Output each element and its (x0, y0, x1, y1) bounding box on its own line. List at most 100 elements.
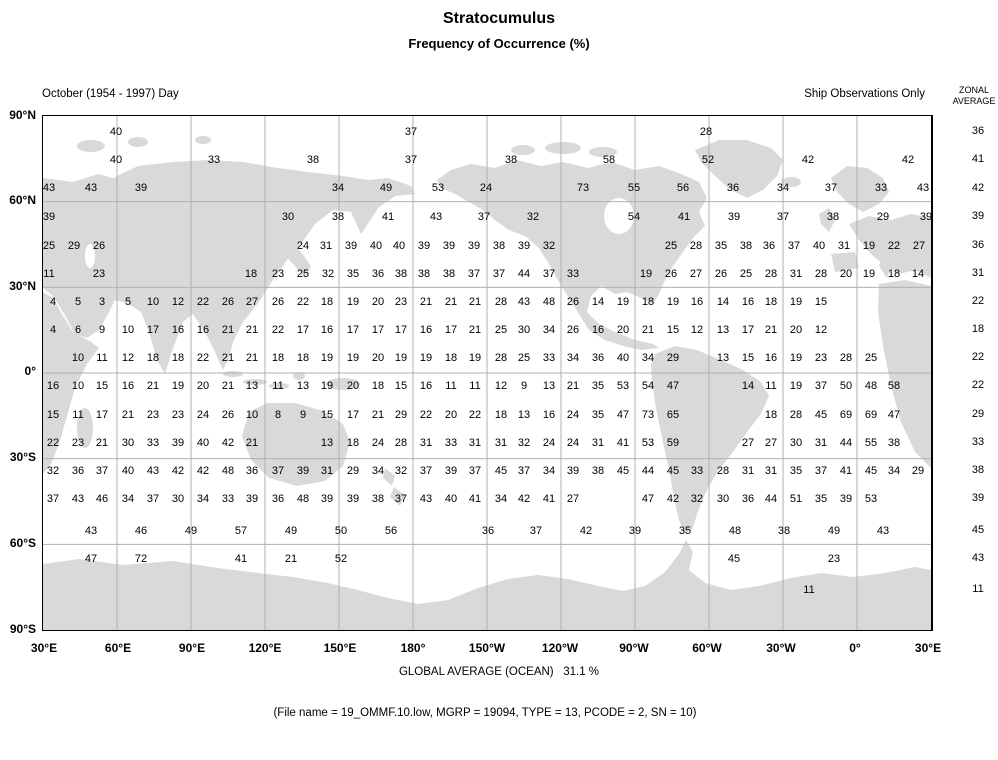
grid-value: 15 (741, 352, 755, 364)
grid-value: 54 (641, 380, 655, 392)
grid-value: 18 (146, 352, 160, 364)
grid-value: 16 (46, 380, 60, 392)
grid-value: 36 (371, 268, 385, 280)
zonal-average-value: 11 (972, 583, 984, 595)
grid-value: 37 (477, 211, 491, 223)
grid-value: 11 (469, 380, 481, 392)
grid-value: 18 (494, 409, 508, 421)
grid-value: 19 (419, 352, 433, 364)
grid-value: 40 (616, 352, 630, 364)
grid-value: 16 (591, 324, 605, 336)
grid-value: 16 (171, 324, 185, 336)
grid-value: 11 (72, 409, 84, 421)
grid-value: 20 (346, 380, 360, 392)
grid-value: 30 (171, 493, 185, 505)
zonal-header-line1: ZONAL (958, 85, 989, 95)
grid-value: 73 (576, 182, 590, 194)
grid-value: 37 (271, 465, 285, 477)
grid-value: 24 (196, 409, 210, 421)
grid-value: 52 (334, 553, 348, 565)
grid-value: 32 (321, 268, 335, 280)
grid-value: 10 (71, 380, 85, 392)
grid-value: 21 (221, 380, 235, 392)
grid-value: 22 (271, 324, 285, 336)
grid-value: 39 (628, 525, 642, 537)
grid-value: 28 (789, 409, 803, 421)
land-madagascar (77, 408, 93, 448)
grid-value: 14 (741, 380, 755, 392)
zonal-average-header: ZONAL AVERAGE (950, 85, 998, 107)
grid-value: 21 (245, 324, 259, 336)
grid-value: 12 (121, 352, 135, 364)
grid-value: 39 (566, 465, 580, 477)
grid-value: 51 (789, 493, 803, 505)
zonal-average-value: 36 (971, 125, 985, 137)
land-canadian-arctic-2 (589, 147, 617, 157)
grid-value: 25 (664, 240, 678, 252)
grid-value: 22 (196, 296, 210, 308)
land-africa-east (878, 280, 931, 468)
grid-value: 24 (371, 437, 385, 449)
grid-value: 34 (371, 465, 385, 477)
grid-value: 11 (445, 380, 457, 392)
lon-tick-label: 60°E (104, 641, 132, 655)
grid-value: 69 (864, 409, 878, 421)
grid-value: 29 (876, 211, 890, 223)
grid-value: 31 (591, 437, 605, 449)
grid-value: 47 (887, 409, 901, 421)
grid-value: 45 (666, 465, 680, 477)
grid-value: 29 (666, 352, 680, 364)
grid-value: 18 (296, 352, 310, 364)
grid-value: 33 (146, 437, 160, 449)
grid-value: 33 (207, 154, 221, 166)
grid-value: 25 (42, 240, 56, 252)
grid-value: 16 (542, 409, 556, 421)
grid-value: 40 (812, 240, 826, 252)
grid-value: 23 (171, 409, 185, 421)
grid-value: 18 (346, 437, 360, 449)
grid-value: 43 (146, 465, 160, 477)
grid-value: 39 (296, 465, 310, 477)
lat-tick-label: 60°S (9, 536, 36, 550)
grid-value: 49 (184, 525, 198, 537)
grid-value: 17 (394, 324, 408, 336)
land-new-zealand-south (390, 487, 405, 506)
grid-value: 42 (579, 525, 593, 537)
grid-value: 10 (71, 352, 85, 364)
grid-value: 40 (444, 493, 458, 505)
period-label: October (1954 - 1997) Day (42, 88, 179, 100)
grid-value: 25 (864, 352, 878, 364)
grid-value: 10 (121, 324, 135, 336)
grid-value: 48 (296, 493, 310, 505)
grid-value: 30 (517, 324, 531, 336)
grid-value: 22 (887, 240, 901, 252)
grid-value: 32 (542, 240, 556, 252)
grid-value: 43 (419, 493, 433, 505)
grid-value: 36 (481, 525, 495, 537)
grid-value: 19 (789, 296, 803, 308)
grid-value: 27 (764, 437, 778, 449)
grid-value: 73 (641, 409, 655, 421)
grid-value: 58 (887, 380, 901, 392)
zonal-average-value: 29 (971, 408, 985, 420)
lon-tick-label: 90°E (178, 641, 206, 655)
grid-value: 18 (444, 352, 458, 364)
grid-value: 43 (876, 525, 890, 537)
grid-value: 37 (814, 380, 828, 392)
grid-value: 30 (789, 437, 803, 449)
grid-value: 38 (777, 525, 791, 537)
grid-value: 15 (666, 324, 680, 336)
grid-value: 45 (727, 553, 741, 565)
grid-value: 52 (701, 154, 715, 166)
grid-value: 18 (320, 296, 334, 308)
grid-value: 39 (727, 211, 741, 223)
grid-value: 19 (171, 380, 185, 392)
grid-value: 36 (741, 493, 755, 505)
lat-tick-label: 30°S (9, 450, 36, 464)
grid-value: 39 (442, 240, 456, 252)
grid-value: 22 (468, 409, 482, 421)
grid-value: 27 (912, 240, 926, 252)
grid-value: 18 (641, 296, 655, 308)
grid-value: 27 (689, 268, 703, 280)
grid-value: 40 (196, 437, 210, 449)
